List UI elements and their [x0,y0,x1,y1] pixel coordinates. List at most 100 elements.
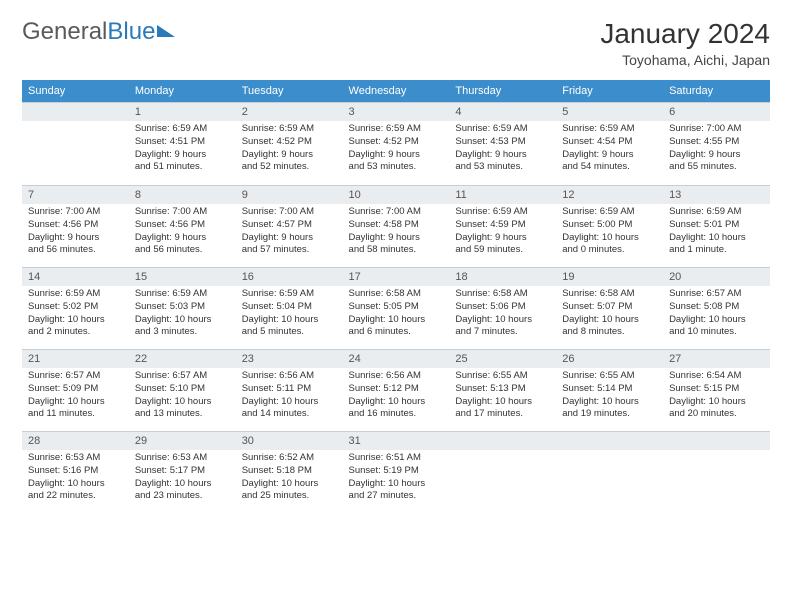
day-info: Sunrise: 6:56 AMSunset: 5:12 PMDaylight:… [343,368,450,425]
day-info: Sunrise: 6:59 AMSunset: 4:52 PMDaylight:… [343,121,450,178]
calendar-cell: 24Sunrise: 6:56 AMSunset: 5:12 PMDayligh… [343,348,450,430]
calendar-cell: 3Sunrise: 6:59 AMSunset: 4:52 PMDaylight… [343,102,450,184]
day-number: 31 [343,431,450,450]
calendar-cell: 16Sunrise: 6:59 AMSunset: 5:04 PMDayligh… [236,266,343,348]
day-number: 13 [663,185,770,204]
day-number: 12 [556,185,663,204]
calendar-cell: 25Sunrise: 6:55 AMSunset: 5:13 PMDayligh… [449,348,556,430]
day-header: Saturday [663,80,770,102]
day-number: 5 [556,102,663,121]
calendar-cell [556,430,663,512]
day-number: 25 [449,349,556,368]
day-info: Sunrise: 7:00 AMSunset: 4:55 PMDaylight:… [663,121,770,178]
calendar-cell: 5Sunrise: 6:59 AMSunset: 4:54 PMDaylight… [556,102,663,184]
day-info: Sunrise: 6:54 AMSunset: 5:15 PMDaylight:… [663,368,770,425]
day-number: 3 [343,102,450,121]
calendar-cell: 9Sunrise: 7:00 AMSunset: 4:57 PMDaylight… [236,184,343,266]
calendar-cell: 19Sunrise: 6:58 AMSunset: 5:07 PMDayligh… [556,266,663,348]
calendar-cell: 13Sunrise: 6:59 AMSunset: 5:01 PMDayligh… [663,184,770,266]
month-title: January 2024 [600,18,770,50]
day-info: Sunrise: 6:59 AMSunset: 5:03 PMDaylight:… [129,286,236,343]
day-info: Sunrise: 6:59 AMSunset: 4:53 PMDaylight:… [449,121,556,178]
day-info: Sunrise: 7:00 AMSunset: 4:56 PMDaylight:… [129,204,236,261]
logo-triangle-icon [157,25,175,37]
day-number: 4 [449,102,556,121]
calendar-cell [22,102,129,184]
day-number: 21 [22,349,129,368]
calendar-week-row: 1Sunrise: 6:59 AMSunset: 4:51 PMDaylight… [22,102,770,184]
calendar-cell: 26Sunrise: 6:55 AMSunset: 5:14 PMDayligh… [556,348,663,430]
day-number: 10 [343,185,450,204]
day-number: 1 [129,102,236,121]
calendar-cell: 27Sunrise: 6:54 AMSunset: 5:15 PMDayligh… [663,348,770,430]
day-number: 8 [129,185,236,204]
calendar-cell: 22Sunrise: 6:57 AMSunset: 5:10 PMDayligh… [129,348,236,430]
logo: GeneralBlue [22,18,175,46]
calendar-cell: 29Sunrise: 6:53 AMSunset: 5:17 PMDayligh… [129,430,236,512]
day-info: Sunrise: 6:59 AMSunset: 5:02 PMDaylight:… [22,286,129,343]
calendar-cell: 7Sunrise: 7:00 AMSunset: 4:56 PMDaylight… [22,184,129,266]
calendar-body: 1Sunrise: 6:59 AMSunset: 4:51 PMDaylight… [22,102,770,512]
calendar-cell: 11Sunrise: 6:59 AMSunset: 4:59 PMDayligh… [449,184,556,266]
day-number: 26 [556,349,663,368]
day-number: 17 [343,267,450,286]
day-number: 6 [663,102,770,121]
day-info: Sunrise: 6:59 AMSunset: 4:54 PMDaylight:… [556,121,663,178]
day-info: Sunrise: 6:58 AMSunset: 5:05 PMDaylight:… [343,286,450,343]
day-number: 2 [236,102,343,121]
calendar-cell: 14Sunrise: 6:59 AMSunset: 5:02 PMDayligh… [22,266,129,348]
calendar-week-row: 14Sunrise: 6:59 AMSunset: 5:02 PMDayligh… [22,266,770,348]
day-header: Thursday [449,80,556,102]
day-info: Sunrise: 6:57 AMSunset: 5:10 PMDaylight:… [129,368,236,425]
calendar-cell: 1Sunrise: 6:59 AMSunset: 4:51 PMDaylight… [129,102,236,184]
calendar-cell: 8Sunrise: 7:00 AMSunset: 4:56 PMDaylight… [129,184,236,266]
calendar-week-row: 28Sunrise: 6:53 AMSunset: 5:16 PMDayligh… [22,430,770,512]
page-header: GeneralBlue January 2024 Toyohama, Aichi… [22,18,770,68]
day-info: Sunrise: 6:57 AMSunset: 5:09 PMDaylight:… [22,368,129,425]
day-number: 16 [236,267,343,286]
calendar-cell: 10Sunrise: 7:00 AMSunset: 4:58 PMDayligh… [343,184,450,266]
calendar-cell: 28Sunrise: 6:53 AMSunset: 5:16 PMDayligh… [22,430,129,512]
day-number: 23 [236,349,343,368]
day-info: Sunrise: 6:59 AMSunset: 5:04 PMDaylight:… [236,286,343,343]
day-info: Sunrise: 6:59 AMSunset: 4:51 PMDaylight:… [129,121,236,178]
calendar-cell: 6Sunrise: 7:00 AMSunset: 4:55 PMDaylight… [663,102,770,184]
calendar-table: SundayMondayTuesdayWednesdayThursdayFrid… [22,80,770,513]
day-number: 24 [343,349,450,368]
day-number: 27 [663,349,770,368]
day-number: 20 [663,267,770,286]
calendar-week-row: 21Sunrise: 6:57 AMSunset: 5:09 PMDayligh… [22,348,770,430]
day-number: 19 [556,267,663,286]
day-number [22,102,129,121]
day-info: Sunrise: 7:00 AMSunset: 4:58 PMDaylight:… [343,204,450,261]
day-number: 7 [22,185,129,204]
day-header-row: SundayMondayTuesdayWednesdayThursdayFrid… [22,80,770,102]
day-info: Sunrise: 6:58 AMSunset: 5:07 PMDaylight:… [556,286,663,343]
calendar-cell: 21Sunrise: 6:57 AMSunset: 5:09 PMDayligh… [22,348,129,430]
day-number [663,431,770,450]
day-info: Sunrise: 6:52 AMSunset: 5:18 PMDaylight:… [236,450,343,507]
day-info: Sunrise: 6:58 AMSunset: 5:06 PMDaylight:… [449,286,556,343]
day-info: Sunrise: 6:59 AMSunset: 5:01 PMDaylight:… [663,204,770,261]
day-info: Sunrise: 6:53 AMSunset: 5:17 PMDaylight:… [129,450,236,507]
day-number: 11 [449,185,556,204]
day-number: 14 [22,267,129,286]
day-info: Sunrise: 6:51 AMSunset: 5:19 PMDaylight:… [343,450,450,507]
calendar-cell [663,430,770,512]
day-number: 9 [236,185,343,204]
day-info: Sunrise: 6:59 AMSunset: 5:00 PMDaylight:… [556,204,663,261]
calendar-cell: 2Sunrise: 6:59 AMSunset: 4:52 PMDaylight… [236,102,343,184]
day-number: 18 [449,267,556,286]
day-number: 22 [129,349,236,368]
day-info: Sunrise: 6:53 AMSunset: 5:16 PMDaylight:… [22,450,129,507]
day-info: Sunrise: 6:55 AMSunset: 5:13 PMDaylight:… [449,368,556,425]
day-info: Sunrise: 7:00 AMSunset: 4:56 PMDaylight:… [22,204,129,261]
calendar-cell: 12Sunrise: 6:59 AMSunset: 5:00 PMDayligh… [556,184,663,266]
day-info: Sunrise: 6:59 AMSunset: 4:52 PMDaylight:… [236,121,343,178]
day-header: Sunday [22,80,129,102]
day-number [556,431,663,450]
title-block: January 2024 Toyohama, Aichi, Japan [600,18,770,68]
logo-text-blue: Blue [107,18,155,46]
calendar-cell: 15Sunrise: 6:59 AMSunset: 5:03 PMDayligh… [129,266,236,348]
day-info: Sunrise: 6:55 AMSunset: 5:14 PMDaylight:… [556,368,663,425]
